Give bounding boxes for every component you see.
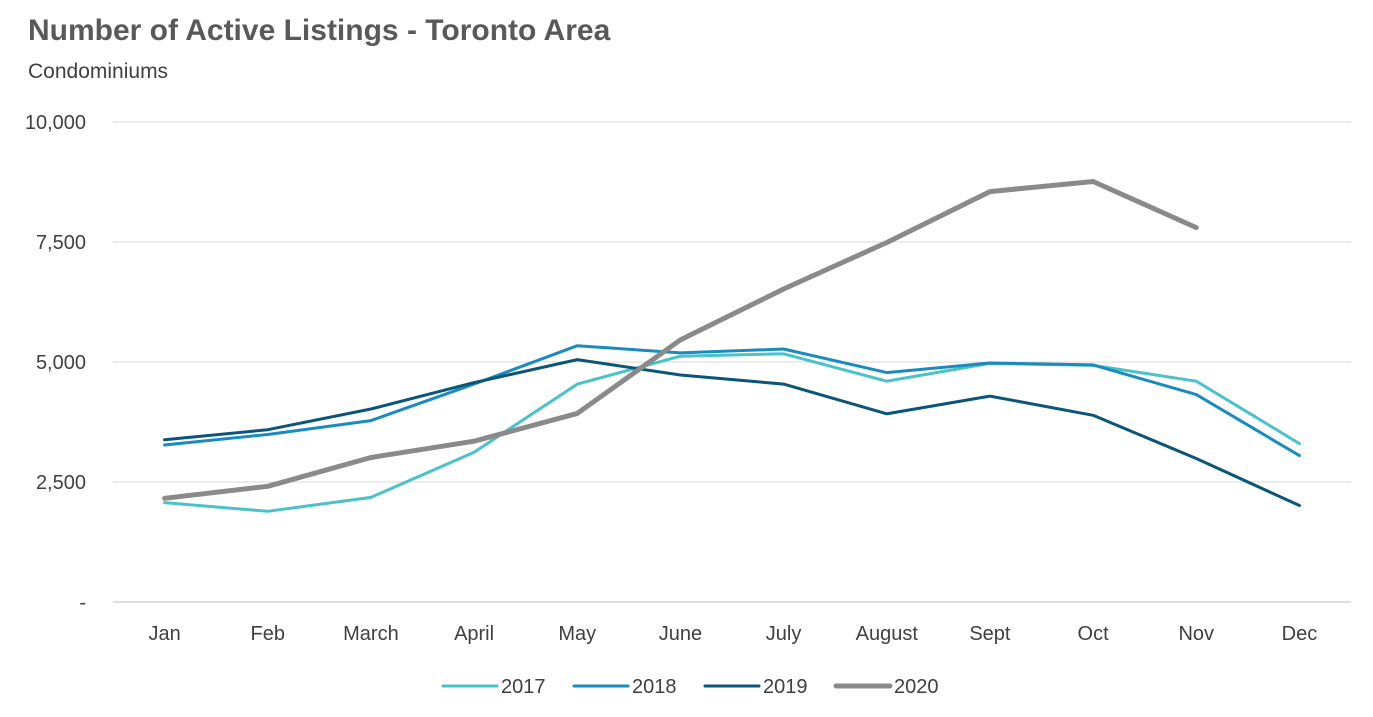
y-tick-label: 7,500 — [36, 232, 86, 254]
series-line-2017 — [163, 352, 1301, 513]
series-line-2019 — [163, 358, 1301, 507]
legend-label: 2018 — [632, 676, 677, 698]
series-lines — [162, 179, 1301, 513]
x-tick-label: Feb — [251, 623, 285, 645]
chart-subtitle: Condominiums — [28, 60, 169, 83]
y-axis: - 2,500 5,000 7,500 10,000 — [25, 112, 86, 614]
legend-item-2019[interactable]: 2019 — [703, 676, 808, 698]
x-tick-label: Sept — [969, 623, 1011, 645]
y-tick-label: - — [79, 592, 86, 614]
y-tick-label: 2,500 — [36, 472, 86, 494]
x-axis: Jan Feb March April May June July August Sept Oct… — [148, 623, 1317, 645]
legend-label: 2017 — [501, 676, 546, 698]
x-tick-label: May — [558, 623, 596, 645]
y-tick-label: 5,000 — [36, 352, 86, 374]
legend-item-2017[interactable]: 2017 — [441, 676, 546, 698]
x-tick-label: Jan — [148, 623, 180, 645]
x-tick-label: July — [766, 623, 802, 645]
x-tick-label: April — [454, 623, 494, 645]
series-line-2018 — [163, 344, 1301, 458]
legend-item-2018[interactable]: 2018 — [572, 676, 677, 698]
x-tick-label: Oct — [1078, 623, 1110, 645]
legend: 2017 2018 2019 2020 — [441, 676, 939, 698]
x-tick-label: Dec — [1282, 623, 1318, 645]
x-tick-label: Nov — [1178, 623, 1214, 645]
legend-label: 2019 — [763, 676, 808, 698]
x-tick-label: August — [856, 623, 919, 645]
series-line-2020 — [162, 179, 1199, 501]
legend-item-2020[interactable]: 2020 — [833, 676, 939, 698]
x-tick-label: June — [659, 623, 702, 645]
gridlines — [113, 121, 1351, 603]
y-tick-label: 10,000 — [25, 112, 86, 134]
chart-title: Number of Active Listings - Toronto Area — [28, 14, 611, 47]
legend-label: 2020 — [894, 676, 939, 698]
x-tick-label: March — [343, 623, 399, 645]
